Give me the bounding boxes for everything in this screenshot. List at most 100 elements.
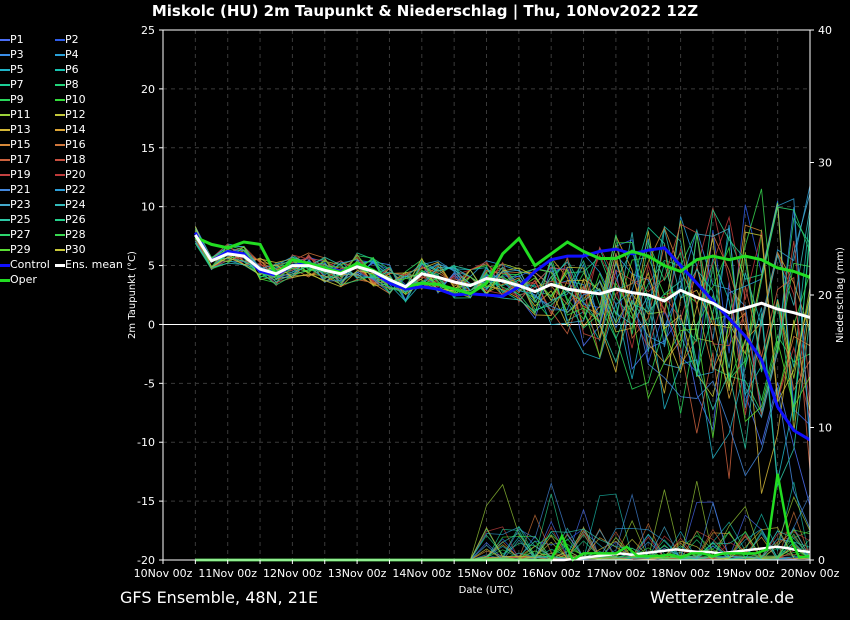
axes <box>159 29 814 564</box>
y-tick-label: 5 <box>148 260 155 273</box>
legend-label: P10 <box>65 93 86 106</box>
y-tick-label: 15 <box>141 142 155 155</box>
legend-label: Control <box>10 258 50 271</box>
legend-label: P16 <box>65 138 86 151</box>
member-line-p4 <box>194 185 811 408</box>
member-line-p27 <box>194 206 811 381</box>
y-tick-label: 20 <box>141 83 155 96</box>
y2-axis-label: Niederschlag (mm) <box>835 247 846 343</box>
legend-swatch <box>0 99 10 101</box>
legend-label: P12 <box>65 108 86 121</box>
x-axis-label: Date (UTC) <box>459 585 514 596</box>
legend-swatch <box>55 174 65 176</box>
member-line-p6 <box>194 214 811 396</box>
member-precip-p1 <box>195 501 811 561</box>
x-tick-label: 12Nov 00z <box>263 567 322 580</box>
x-tick-label: 20Nov 00z <box>781 567 840 580</box>
y-tick-label: -20 <box>137 554 155 567</box>
x-tick-label: 14Nov 00z <box>392 567 451 580</box>
legend-swatch <box>0 54 10 56</box>
x-tick-label: 16Nov 00z <box>522 567 581 580</box>
legend-swatch <box>0 249 10 251</box>
legend-swatch <box>55 264 65 267</box>
legend-label: P29 <box>10 243 31 256</box>
legend-swatch <box>0 84 10 86</box>
member-line-p23 <box>194 193 811 419</box>
member-line-p24 <box>194 208 811 369</box>
member-line-p16 <box>194 228 811 392</box>
member-line-p20 <box>194 215 811 419</box>
legend-swatch <box>55 99 65 101</box>
legend-label: P9 <box>10 93 24 106</box>
x-tick-label: 15Nov 00z <box>457 567 516 580</box>
x-tick-label: 18Nov 00z <box>651 567 710 580</box>
legend-swatch <box>55 54 65 56</box>
legend-swatch <box>0 219 10 221</box>
legend-label: P20 <box>65 168 86 181</box>
legend-swatch <box>0 279 10 282</box>
legend-swatch <box>0 39 10 41</box>
legend-swatch <box>0 144 10 146</box>
legend-swatch <box>55 84 65 86</box>
x-tick-label: 19Nov 00z <box>716 567 775 580</box>
legend-label: P25 <box>10 213 31 226</box>
member-line-p17 <box>194 242 811 479</box>
member-line-p21 <box>194 226 811 529</box>
legend-swatch <box>0 204 10 206</box>
legend-swatch <box>55 114 65 116</box>
legend-swatch <box>55 69 65 71</box>
x-tick-label: 11Nov 00z <box>198 567 257 580</box>
legend-label: P2 <box>65 33 79 46</box>
legend-swatch <box>0 189 10 191</box>
y2-tick-label: 0 <box>818 554 825 567</box>
series-line-oper <box>194 235 811 296</box>
legend-label: P19 <box>10 168 31 181</box>
member-line-p11 <box>194 220 811 388</box>
legend-swatch <box>0 174 10 176</box>
y-tick-label: -10 <box>137 436 155 449</box>
legend-swatch <box>0 264 10 267</box>
legend-label: P23 <box>10 198 31 211</box>
legend-swatch <box>0 129 10 131</box>
y-tick-label: 25 <box>141 24 155 37</box>
legend-label: P4 <box>65 48 79 61</box>
legend-label: P24 <box>65 198 86 211</box>
precipitation-lines <box>195 481 811 561</box>
legend-swatch <box>55 144 65 146</box>
legend-swatch <box>0 114 10 116</box>
legend-label: P8 <box>65 78 79 91</box>
legend-label: P21 <box>10 183 31 196</box>
y2-tick-label: 40 <box>818 24 832 37</box>
model-info: GFS Ensemble, 48N, 21E <box>120 588 319 607</box>
legend-label: P15 <box>10 138 31 151</box>
legend-swatch <box>55 159 65 161</box>
y-tick-label: 10 <box>141 201 155 214</box>
legend-label: P28 <box>65 228 86 241</box>
legend-swatch <box>55 204 65 206</box>
legend-swatch <box>55 189 65 191</box>
source-credit: Wetterzentrale.de <box>650 588 795 607</box>
legend-swatch <box>0 159 10 161</box>
legend-label: P6 <box>65 63 79 76</box>
y2-tick-label: 10 <box>818 422 832 435</box>
y-tick-label: -5 <box>144 377 155 390</box>
legend-label: P17 <box>10 153 31 166</box>
y-tick-label: 0 <box>148 318 155 331</box>
y2-tick-label: 20 <box>818 289 832 302</box>
legend-label: P22 <box>65 183 86 196</box>
legend-label: P1 <box>10 33 24 46</box>
ensemble-members <box>194 185 811 529</box>
legend-label: P5 <box>10 63 24 76</box>
y2-tick-label: 30 <box>818 157 832 170</box>
legend-swatch <box>55 249 65 251</box>
chart-title: Miskolc (HU) 2m Taupunkt & Niederschlag … <box>151 2 699 20</box>
legend-swatch <box>55 234 65 236</box>
legend-label: P30 <box>65 243 86 256</box>
y-axis-label: 2m Taupunkt (°C) <box>127 251 138 339</box>
legend-swatch <box>55 129 65 131</box>
legend-label: P27 <box>10 228 31 241</box>
legend-label: P18 <box>65 153 86 166</box>
legend-swatch <box>0 234 10 236</box>
legend-label: Oper <box>10 273 37 286</box>
